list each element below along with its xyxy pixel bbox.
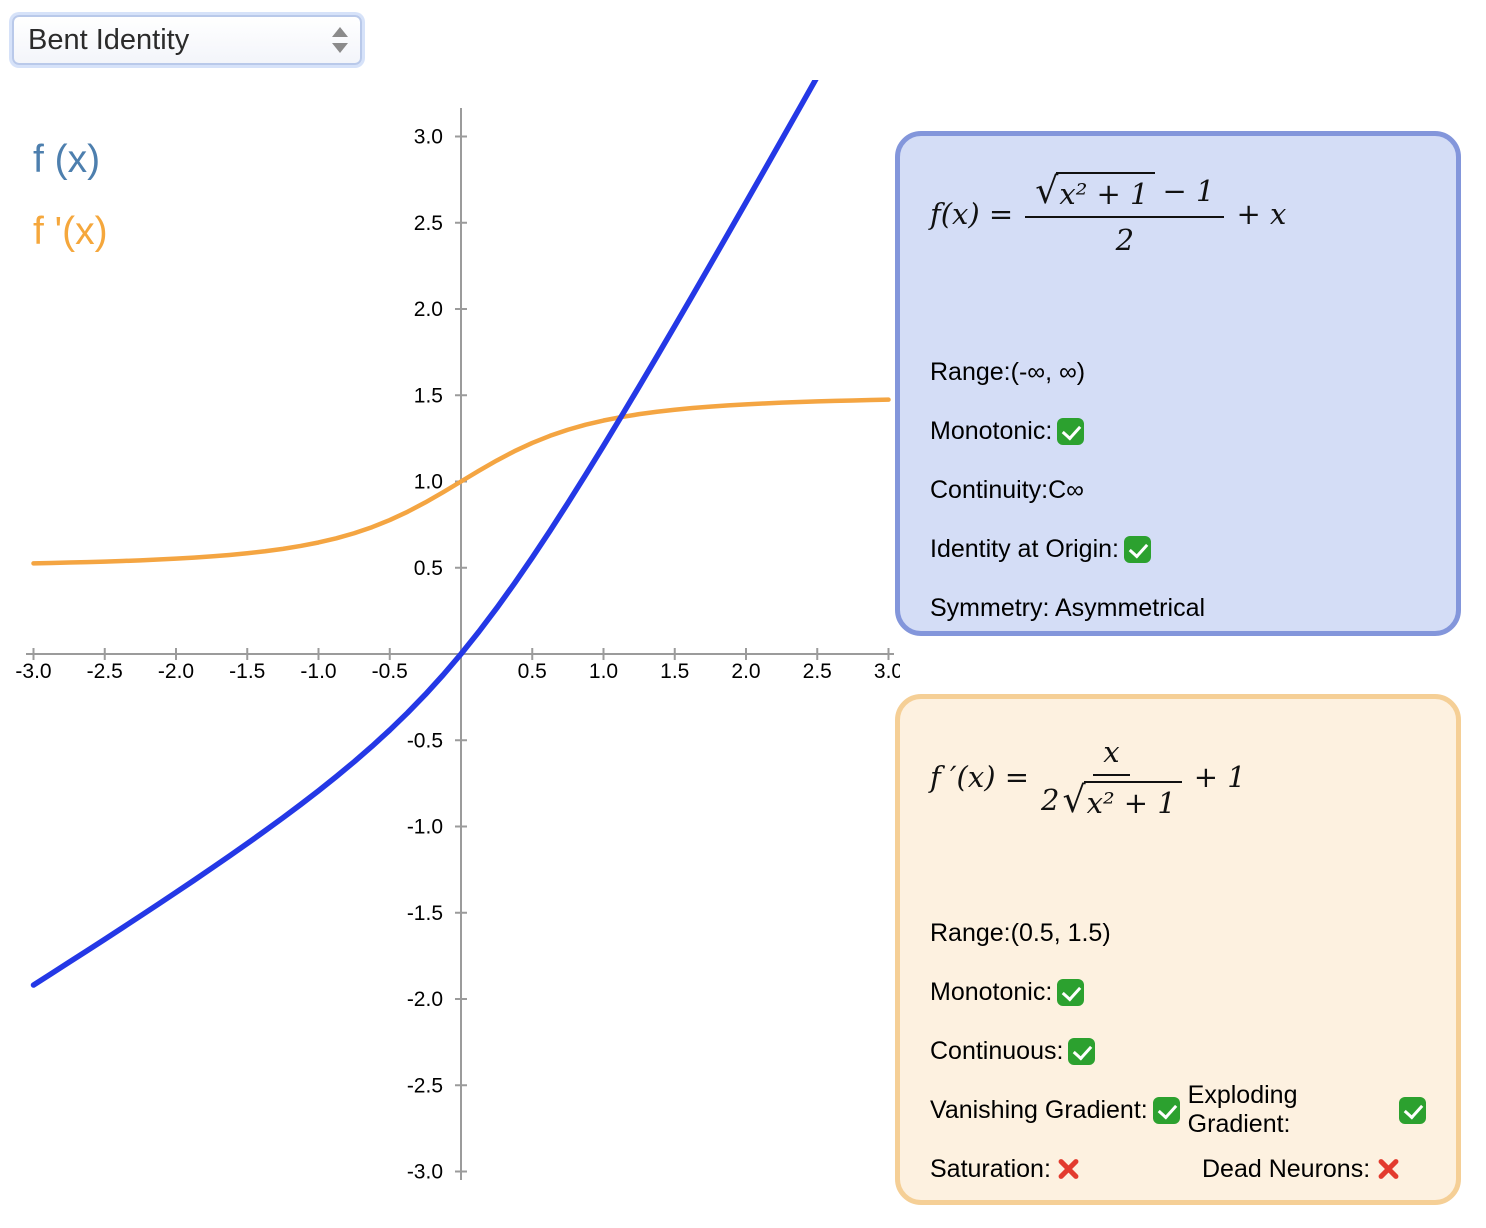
y-tick-label: -3.0	[407, 1161, 443, 1184]
chevron-down-icon	[332, 43, 348, 53]
fraction: x 2 √ x² + 1	[1041, 735, 1182, 820]
check-icon	[1123, 535, 1151, 563]
radical-icon: √	[1062, 777, 1086, 821]
cross-icon	[1056, 1156, 1082, 1182]
legend-fprime-label: f '(x)	[33, 210, 108, 253]
fprime-info-panel: f ′(x) = x 2 √ x² + 1 + 1 Range:(0.5, 1.5…	[895, 694, 1461, 1205]
check-icon	[1068, 1037, 1096, 1065]
fprime-continuous: Continuous:	[930, 1036, 1426, 1066]
fprime-formula-tail: + 1	[1193, 760, 1246, 794]
fx-continuity: Continuity:C∞	[930, 475, 1084, 504]
fx-range: Range:(-∞, ∞)	[930, 357, 1086, 386]
fx-formula-lhs: f(x) =	[930, 197, 1014, 231]
y-tick-label: 1.0	[414, 471, 443, 494]
x-tick-label: -1.5	[229, 660, 265, 683]
square-root: √ x² + 1	[1035, 168, 1155, 212]
fprime-range: Range:(0.5, 1.5)	[930, 918, 1111, 947]
y-tick-label: 3.0	[414, 126, 443, 149]
y-tick-label: 1.5	[414, 384, 443, 407]
activation-function-select[interactable]: Bent Identity	[12, 15, 362, 65]
x-tick-label: 0.5	[518, 660, 547, 683]
fx-symmetry: Symmetry: Asymmetrical	[930, 593, 1206, 622]
fprime-monotonic: Monotonic:	[930, 977, 1426, 1007]
exploding-gradient: Exploding Gradient:	[1188, 1081, 1426, 1139]
curve-fprime	[31, 397, 891, 566]
x-tick-label: 2.5	[803, 660, 832, 683]
legend-f-label: f (x)	[33, 138, 101, 181]
vanishing-gradient: Vanishing Gradient:	[930, 1096, 1188, 1125]
x-tick-label: 1.0	[589, 660, 618, 683]
x-tick-label: -3.0	[15, 660, 51, 683]
x-tick-label: 3.0	[874, 660, 900, 683]
y-tick-label: -1.5	[407, 902, 443, 925]
dead-neurons: Dead Neurons:	[1202, 1155, 1401, 1184]
fx-monotonic: Monotonic:	[930, 416, 1426, 446]
fraction: √ x² + 1 − 1 2	[1025, 168, 1225, 257]
fprime-formula: f ′(x) = x 2 √ x² + 1 + 1	[930, 733, 1426, 821]
radical-icon: √	[1035, 168, 1059, 212]
y-tick-label: 0.5	[414, 557, 443, 580]
activation-plot: -3.0 -3.0 -2.5 -2.5 -2.0 -2.0 -1.5 -1.5 -1.0 -1.0…	[15, 80, 900, 1184]
x-tick-label: -2.5	[87, 660, 123, 683]
fprime-stats: Range:(0.5, 1.5) Monotonic: Continuous: …	[930, 918, 1426, 1184]
fprime-formula-lhs: f ′(x) =	[930, 760, 1030, 794]
select-value: Bent Identity	[28, 23, 190, 56]
fx-formula-tail: + x	[1236, 197, 1287, 231]
check-icon	[1057, 978, 1085, 1006]
chevron-up-icon	[332, 27, 348, 37]
fprime-gradients: Vanishing Gradient: Exploding Gradient:	[930, 1081, 1426, 1138]
check-icon	[1152, 1096, 1180, 1124]
saturation: Saturation:	[930, 1155, 1202, 1184]
square-root: √ x² + 1	[1062, 777, 1182, 821]
fprime-saturation-dead: Saturation: Dead Neurons:	[930, 1154, 1426, 1184]
check-icon	[1399, 1096, 1426, 1124]
x-tick-label: -1.0	[300, 660, 336, 683]
x-tick-label: -0.5	[372, 660, 408, 683]
y-tick-label: -2.5	[407, 1074, 443, 1097]
y-tick-label: -1.0	[407, 816, 443, 839]
fx-info-panel: f(x) = √ x² + 1 − 1 2 + x Range:(-∞, ∞) M…	[895, 131, 1461, 636]
y-tick-label: 2.0	[414, 298, 443, 321]
select-arrows-icon	[332, 27, 350, 53]
x-tick-label: 1.5	[660, 660, 689, 683]
y-tick-label: 2.5	[414, 212, 443, 235]
fx-identity-origin: Identity at Origin:	[930, 534, 1426, 564]
fx-formula: f(x) = √ x² + 1 − 1 2 + x	[930, 170, 1426, 258]
check-icon	[1057, 417, 1085, 445]
curve-f	[30, 80, 819, 988]
x-tick-label: -2.0	[158, 660, 194, 683]
y-tick-label: -0.5	[407, 729, 443, 752]
y-tick-label: -2.0	[407, 988, 443, 1011]
x-tick-label: 2.0	[731, 660, 760, 683]
cross-icon	[1375, 1156, 1401, 1182]
fx-stats: Range:(-∞, ∞) Monotonic: Continuity:C∞ I…	[930, 357, 1426, 623]
